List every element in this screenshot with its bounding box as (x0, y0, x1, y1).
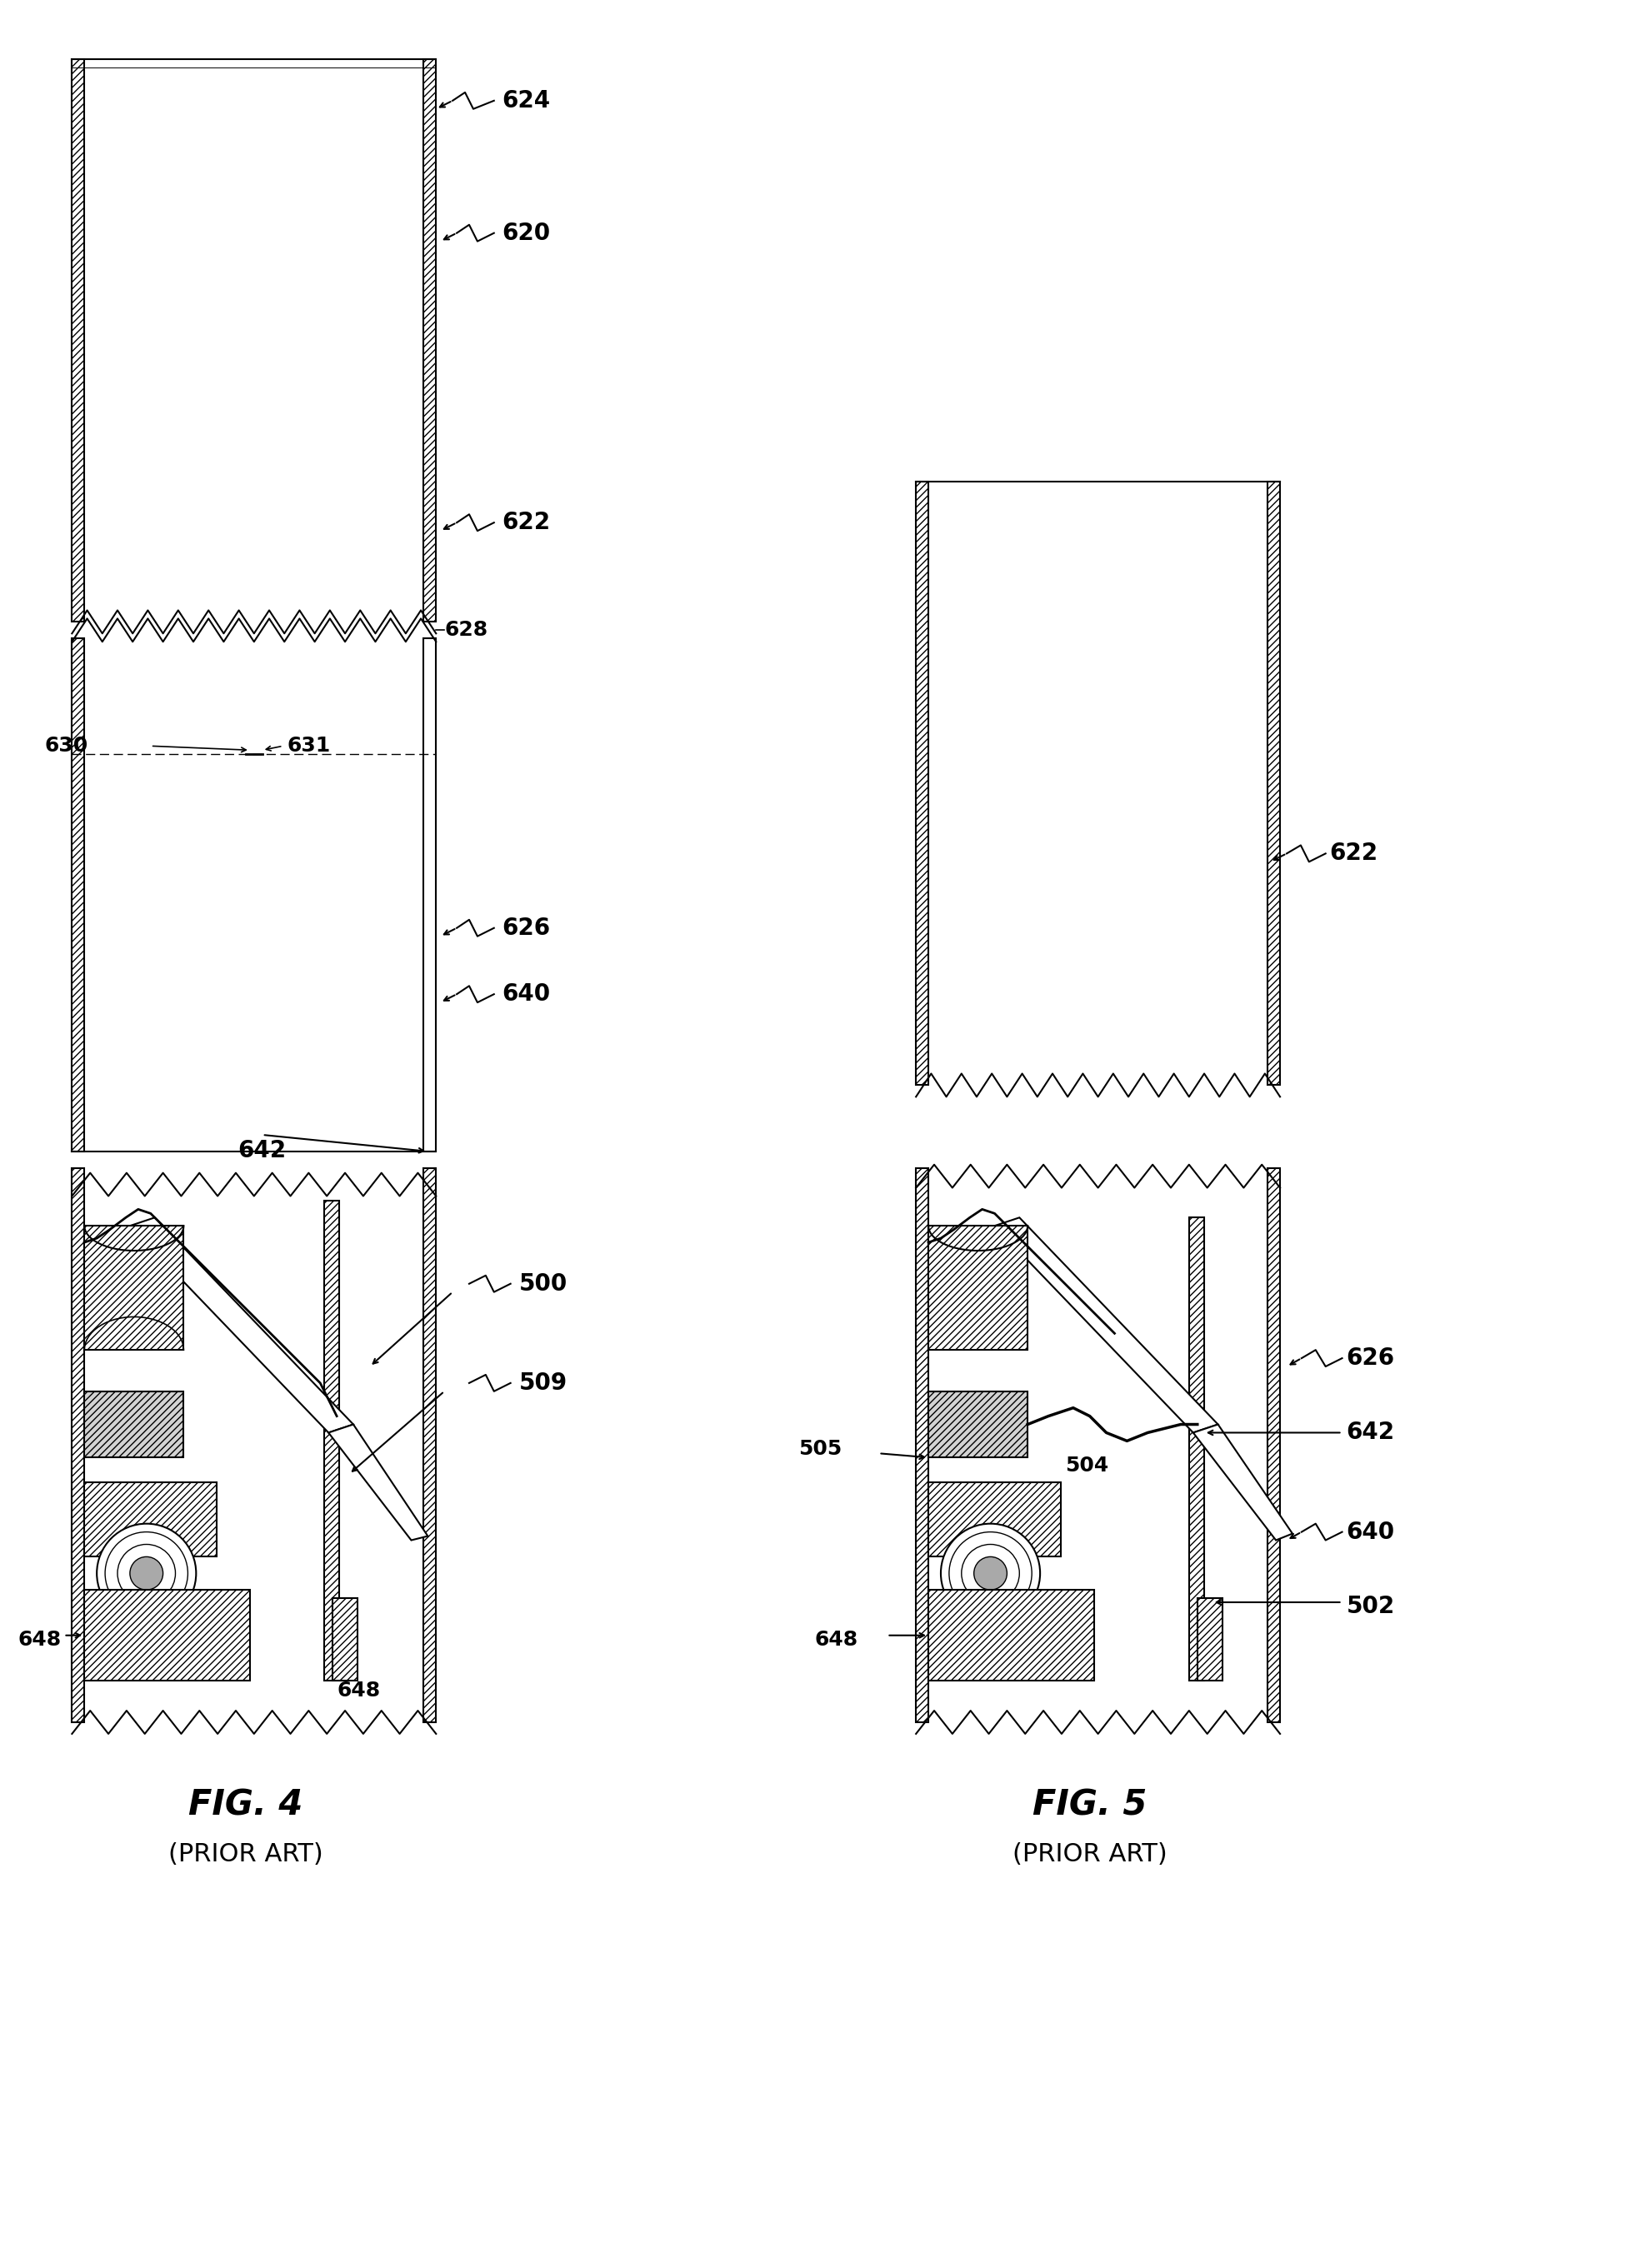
Circle shape (105, 1531, 189, 1615)
Text: 626: 626 (502, 916, 551, 939)
Bar (423, 637, 436, 1152)
Bar (1268, 481, 1281, 1084)
Bar (928, 1390, 1028, 1458)
Text: 642: 642 (1346, 1422, 1394, 1445)
Bar (84, 1590, 249, 1681)
Text: 505: 505 (799, 1440, 841, 1458)
Text: 624: 624 (502, 88, 551, 113)
Bar (917, 1168, 928, 1721)
Text: FIG. 5: FIG. 5 (1033, 1787, 1146, 1823)
Bar (423, 637, 436, 1152)
Bar (423, 1168, 436, 1721)
Text: 648: 648 (18, 1628, 62, 1649)
Text: 500: 500 (518, 1272, 567, 1295)
Circle shape (950, 1531, 1032, 1615)
Bar (423, 59, 436, 621)
Bar (1197, 1599, 1222, 1681)
Text: 620: 620 (502, 222, 551, 245)
Bar (423, 1168, 436, 1721)
Polygon shape (130, 1218, 353, 1433)
Bar (84, 1590, 249, 1681)
Circle shape (974, 1556, 1007, 1590)
Bar (928, 1483, 1061, 1556)
Bar (72, 1168, 84, 1721)
Bar (917, 481, 928, 1084)
Polygon shape (994, 1218, 1219, 1433)
Bar (1197, 1599, 1222, 1681)
Bar (928, 1225, 1028, 1349)
Bar (1189, 1218, 1204, 1681)
Bar (325, 1202, 339, 1681)
Bar (84, 1225, 184, 1349)
Bar (928, 1590, 1094, 1681)
Polygon shape (328, 1424, 428, 1540)
Bar (928, 1390, 1028, 1458)
Circle shape (118, 1545, 175, 1601)
Bar (423, 59, 436, 621)
Circle shape (961, 1545, 1020, 1601)
Bar (928, 1483, 1061, 1556)
Bar (917, 481, 928, 1084)
Text: 648: 648 (815, 1628, 858, 1649)
Bar (325, 1202, 339, 1681)
Text: 502: 502 (1346, 1594, 1394, 1617)
Text: 640: 640 (1346, 1520, 1394, 1545)
Bar (333, 1599, 358, 1681)
Bar (1268, 481, 1281, 1084)
Text: 622: 622 (502, 510, 551, 535)
Circle shape (97, 1524, 197, 1624)
Bar (84, 1483, 216, 1556)
Bar (333, 1599, 358, 1681)
Text: 640: 640 (502, 982, 551, 1005)
Text: FIG. 4: FIG. 4 (189, 1787, 303, 1823)
Bar (1268, 1168, 1281, 1721)
Bar (72, 59, 84, 621)
Text: 622: 622 (1330, 841, 1378, 864)
Bar (1268, 1168, 1281, 1721)
Text: 630: 630 (44, 737, 89, 755)
Circle shape (941, 1524, 1040, 1624)
Text: 626: 626 (1346, 1347, 1394, 1370)
Text: 628: 628 (444, 619, 487, 640)
Bar (917, 1168, 928, 1721)
Bar (1189, 1218, 1204, 1681)
Bar (84, 1483, 216, 1556)
Text: 509: 509 (518, 1372, 567, 1395)
Text: 504: 504 (1064, 1456, 1109, 1476)
Bar (84, 1390, 184, 1458)
Circle shape (130, 1556, 162, 1590)
Bar (72, 1168, 84, 1721)
Bar (928, 1225, 1028, 1349)
Polygon shape (1194, 1424, 1292, 1540)
Bar (928, 1590, 1094, 1681)
Text: 631: 631 (287, 737, 331, 755)
Text: (PRIOR ART): (PRIOR ART) (1012, 1842, 1168, 1867)
Bar (72, 637, 84, 1152)
Bar (72, 59, 84, 621)
Text: 642: 642 (238, 1139, 285, 1161)
Bar (72, 637, 84, 1152)
Text: 648: 648 (336, 1681, 380, 1701)
Text: (PRIOR ART): (PRIOR ART) (169, 1842, 323, 1867)
Bar (84, 1225, 184, 1349)
Bar (84, 1390, 184, 1458)
